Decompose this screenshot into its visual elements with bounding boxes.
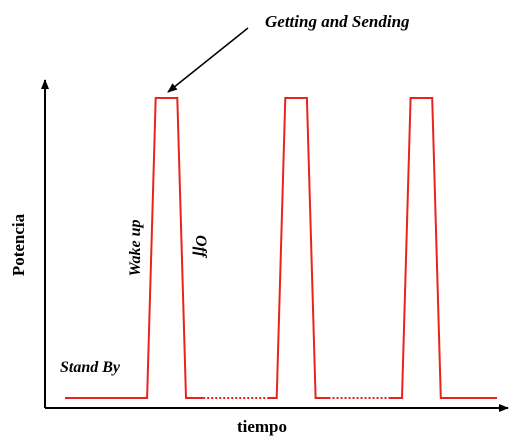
arrow-label: Getting and Sending [265, 12, 410, 31]
y-axis-label: Potencia [9, 213, 28, 276]
series-layer [65, 97, 497, 399]
pulse-series-line [65, 97, 497, 399]
rise-label: Wake up [127, 219, 144, 276]
fall-label: Off [192, 235, 209, 259]
x-axis-label: tiempo [237, 417, 287, 436]
annotation-arrow [167, 27, 249, 93]
baseline-label: Stand By [60, 359, 121, 376]
